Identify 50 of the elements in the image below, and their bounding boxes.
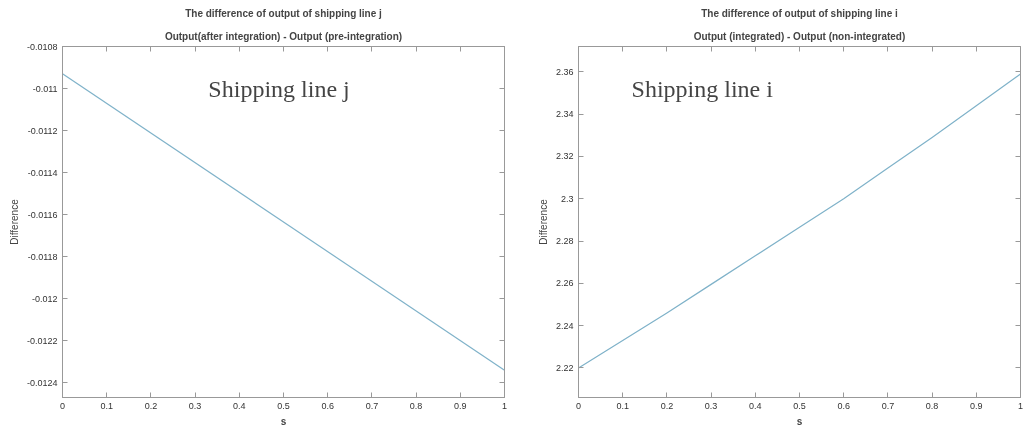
x-axis-title: s xyxy=(796,415,803,427)
x-tick-label: 0.1 xyxy=(100,400,113,411)
x-tick-label: 0.9 xyxy=(970,400,983,411)
y-tick-label: 2.24 xyxy=(555,320,574,331)
x-tick-label: 1 xyxy=(1018,400,1024,411)
x-tick-label: 0.9 xyxy=(454,400,467,411)
y-tick-label: 2.36 xyxy=(555,66,574,77)
x-tick-label: 0.8 xyxy=(925,400,939,411)
x-tick-label: 0 xyxy=(576,400,582,411)
x-tick-label: 0.4 xyxy=(233,400,246,411)
y-tick-label: -0.011 xyxy=(32,83,58,94)
y-tick-label: -0.0112 xyxy=(27,125,58,136)
chart-subtitle: Output (integrated) - Output (non-integrated) xyxy=(693,30,906,42)
x-tick-label: 0.7 xyxy=(365,400,379,411)
x-tick-label: 0.6 xyxy=(321,400,334,411)
x-tick-label: 1 xyxy=(502,400,508,411)
y-tick-label: -0.0116 xyxy=(27,209,58,220)
y-tick-label: -0.0124 xyxy=(26,377,58,388)
y-axis-title: Difference xyxy=(8,198,20,245)
annotation: Shipping line i xyxy=(631,75,774,102)
x-axis-title: s xyxy=(280,415,287,427)
y-tick-label: -0.0122 xyxy=(26,335,58,346)
y-tick-label: 2.3 xyxy=(560,193,574,204)
y-tick-label: -0.012 xyxy=(31,293,58,304)
chart-subtitle: Output(after integration) - Output (pre-integration) xyxy=(164,30,403,42)
x-tick-label: 0.7 xyxy=(881,400,895,411)
y-tick-label: 2.26 xyxy=(555,278,574,289)
x-tick-label: 0 xyxy=(60,400,66,411)
x-tick-label: 0.8 xyxy=(409,400,423,411)
y-tick-label: 2.22 xyxy=(555,362,574,373)
x-tick-label: 0.1 xyxy=(616,400,629,411)
y-tick-label: -0.0108 xyxy=(26,41,58,52)
x-tick-label: 0.5 xyxy=(793,400,806,411)
x-tick-label: 0.6 xyxy=(837,400,850,411)
x-tick-label: 0.3 xyxy=(188,400,202,411)
x-tick-label: 0.5 xyxy=(277,400,290,411)
y-tick-label: 2.32 xyxy=(555,151,574,162)
y-tick-label: -0.0114 xyxy=(27,167,58,178)
annotation: Shipping line j xyxy=(208,75,350,102)
y-tick-label: 2.28 xyxy=(555,236,574,247)
x-tick-label: 0.2 xyxy=(660,400,674,411)
line-series xyxy=(578,73,1021,369)
x-tick-label: 0.4 xyxy=(749,400,762,411)
y-tick-label: 2.34 xyxy=(555,109,574,120)
chart-title: The difference of output of shipping line i xyxy=(701,7,899,19)
y-axis-title: Difference xyxy=(537,198,549,245)
chart-title: The difference of output of shipping line j xyxy=(185,7,383,19)
x-tick-label: 0.2 xyxy=(144,400,158,411)
x-tick-label: 0.3 xyxy=(704,400,718,411)
y-tick-label: -0.0118 xyxy=(27,251,58,262)
